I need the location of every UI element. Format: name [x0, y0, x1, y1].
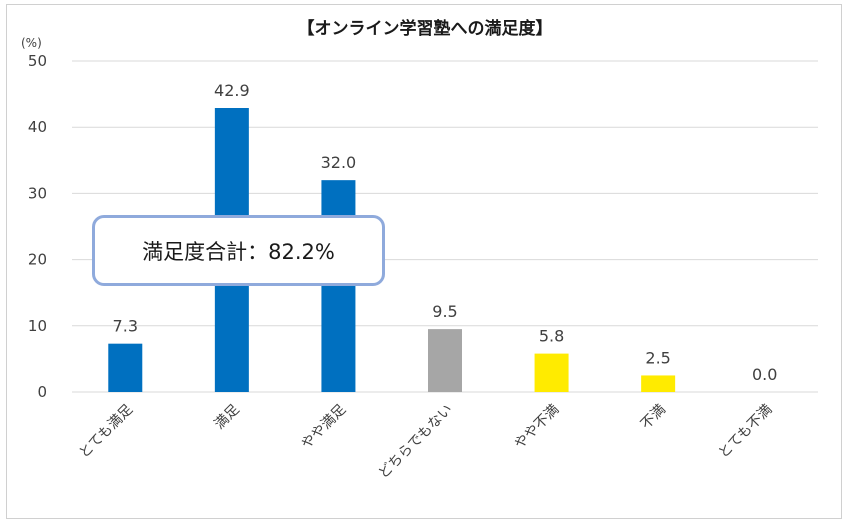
category-label: とても不満: [716, 402, 776, 462]
category-labels: とても満足 満足 やや満足 どちらでもない やや不満 不満 とても不満: [76, 402, 775, 482]
category-label: 満足: [212, 402, 243, 433]
callout-text: 満足度合計：82.2%: [142, 239, 335, 264]
y-tick-labels: 0 10 20 30 40 50: [28, 52, 47, 401]
data-label: 32.0: [321, 153, 357, 172]
bar: [428, 329, 462, 392]
bar: [534, 353, 569, 392]
y-tick-label: 40: [28, 118, 47, 136]
category-label: やや不満: [511, 402, 562, 453]
y-unit-label: (%): [21, 36, 42, 50]
category-label: どちらでもない: [376, 402, 456, 482]
y-tick-label: 20: [28, 251, 47, 269]
data-label: 9.5: [432, 302, 457, 321]
bar: [108, 343, 143, 392]
y-tick-label: 10: [28, 317, 47, 335]
data-labels: 7.3 42.9 32.0 9.5 5.8 2.5 0.0: [113, 81, 778, 384]
bar: [321, 180, 356, 392]
data-label: 2.5: [645, 348, 670, 367]
total-satisfaction-callout: 満足度合計：82.2%: [92, 215, 385, 286]
category-label: 不満: [638, 402, 669, 433]
chart-title: 【オンライン学習塾への満足度】: [298, 18, 553, 39]
category-label: やや満足: [298, 402, 349, 453]
y-tick-label: 30: [28, 184, 47, 202]
data-label: 0.0: [752, 365, 777, 384]
data-label: 42.9: [214, 81, 250, 100]
category-label: とても満足: [76, 402, 136, 462]
data-label: 7.3: [113, 317, 138, 336]
bar: [641, 375, 676, 392]
y-tick-label: 0: [37, 383, 47, 401]
data-label: 5.8: [539, 327, 564, 346]
y-tick-label: 50: [28, 52, 47, 70]
